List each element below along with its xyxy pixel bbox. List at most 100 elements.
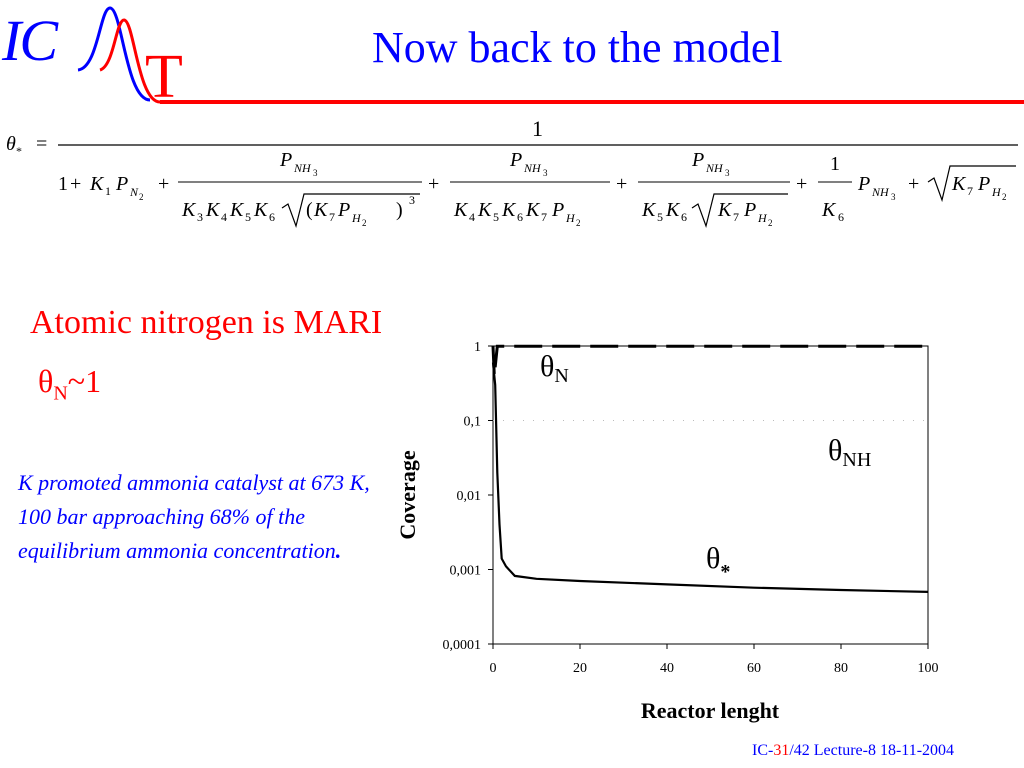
svg-text:NH: NH [523, 161, 542, 175]
svg-text:H: H [757, 211, 768, 225]
logo-ic-text: IC [2, 8, 58, 73]
plot-area [492, 345, 929, 645]
svg-text:NH: NH [871, 185, 890, 199]
svg-text:P: P [509, 149, 522, 171]
slide-title: Now back to the model [372, 23, 783, 72]
svg-text:4: 4 [469, 210, 475, 224]
y-tick-label: 0,01 [457, 489, 482, 504]
svg-text:P: P [337, 199, 350, 221]
svg-text:K: K [525, 199, 541, 221]
x-tick-label: 100 [918, 661, 939, 676]
svg-text:P: P [279, 149, 292, 171]
svg-text:4: 4 [221, 210, 227, 224]
svg-text:7: 7 [541, 210, 547, 224]
svg-text:): ) [396, 199, 403, 221]
y-tick-label: 0,0001 [443, 638, 482, 653]
theta-star-equation: θ * = 1 1 + K 1 P N 2 + P NH 3 K 3 K 4 K… [6, 116, 1018, 229]
series-label-theta-star: θ* [706, 542, 730, 583]
svg-text:7: 7 [329, 210, 335, 224]
slide-footer: IC-31/42 Lecture-8 18-11-2004 [752, 742, 955, 759]
svg-text:P: P [115, 173, 128, 195]
x-tick-label: 20 [573, 661, 587, 676]
svg-text:2: 2 [362, 218, 367, 228]
svg-text:K: K [313, 199, 329, 221]
svg-text:K: K [89, 173, 105, 195]
svg-text:H: H [351, 211, 362, 225]
svg-text:K: K [665, 199, 681, 221]
svg-text:7: 7 [733, 210, 739, 224]
theta-n-statement: θN~1 [38, 363, 102, 405]
svg-text:K: K [477, 199, 493, 221]
svg-text:=: = [36, 133, 47, 155]
svg-text:K: K [453, 199, 469, 221]
svg-text:N: N [129, 185, 139, 199]
svg-text:K: K [717, 199, 733, 221]
svg-text:K: K [501, 199, 517, 221]
series-line-0 [491, 344, 928, 376]
svg-text:6: 6 [269, 210, 275, 224]
svg-text:P: P [691, 149, 704, 171]
svg-text:2: 2 [576, 218, 581, 228]
svg-text:+: + [796, 173, 807, 195]
svg-text:2: 2 [1002, 192, 1007, 202]
svg-text:+: + [908, 173, 919, 195]
y-axis-label: Coverage [395, 450, 420, 539]
series-label-theta-nh: θNH [828, 434, 871, 471]
svg-text:5: 5 [657, 210, 663, 224]
svg-text:3: 3 [725, 168, 730, 178]
eq-numerator: 1 [532, 116, 543, 141]
y-tick-label: 1 [474, 340, 481, 355]
y-tick-label: 0,1 [464, 415, 482, 430]
svg-text:K: K [181, 199, 197, 221]
svg-text:P: P [551, 199, 564, 221]
svg-text:NH: NH [293, 161, 312, 175]
eq-lhs-sub: * [16, 144, 22, 158]
svg-text:7: 7 [967, 184, 973, 198]
series-label-theta-n: θN [540, 350, 569, 387]
svg-text:NH: NH [705, 161, 724, 175]
svg-text:K: K [205, 199, 221, 221]
svg-text:1: 1 [105, 184, 111, 198]
svg-text:6: 6 [517, 210, 523, 224]
svg-text:P: P [857, 173, 870, 195]
x-tick-label: 0 [490, 661, 497, 676]
svg-text:3: 3 [543, 168, 548, 178]
svg-text:6: 6 [838, 210, 844, 224]
svg-text:K: K [951, 173, 967, 195]
svg-text:P: P [743, 199, 756, 221]
x-tick-label: 40 [660, 661, 674, 676]
svg-text:K: K [253, 199, 269, 221]
svg-text:6: 6 [681, 210, 687, 224]
svg-text:H: H [565, 211, 576, 225]
y-tick-label: 0,001 [450, 564, 482, 579]
svg-text:K: K [821, 199, 837, 221]
coverage-chart: 0,0001 0,001 0,01 0,1 1 0 20 40 60 80 100 Coverag… [395, 340, 939, 723]
svg-text:+: + [70, 173, 81, 195]
x-tick-label: 80 [834, 661, 848, 676]
svg-text:3: 3 [891, 192, 896, 202]
catalyst-note: K promoted ammonia catalyst at 673 K, 10… [18, 470, 370, 564]
logo-arc-and-rule [77, 6, 1024, 104]
x-axis-label: Reactor lenght [641, 698, 780, 723]
svg-text:3: 3 [313, 168, 318, 178]
svg-text:2: 2 [768, 218, 773, 228]
svg-text:P: P [977, 173, 990, 195]
svg-text:H: H [991, 185, 1002, 199]
svg-text:K: K [229, 199, 245, 221]
x-tick-label: 60 [747, 661, 761, 676]
svg-text:+: + [158, 173, 169, 195]
svg-text:2: 2 [139, 192, 144, 202]
svg-text:(: ( [306, 199, 313, 221]
svg-text:1: 1 [830, 153, 840, 175]
svg-text:1: 1 [58, 173, 68, 195]
series-line-2 [491, 362, 929, 593]
logo-t-text: T [145, 43, 183, 111]
eq-lhs: θ [6, 133, 16, 155]
svg-text:3: 3 [409, 193, 415, 207]
svg-text:+: + [616, 173, 627, 195]
svg-text:5: 5 [245, 210, 251, 224]
svg-text:3: 3 [197, 210, 203, 224]
svg-text:K: K [641, 199, 657, 221]
mari-statement: Atomic nitrogen is MARI [30, 304, 383, 341]
svg-text:5: 5 [493, 210, 499, 224]
